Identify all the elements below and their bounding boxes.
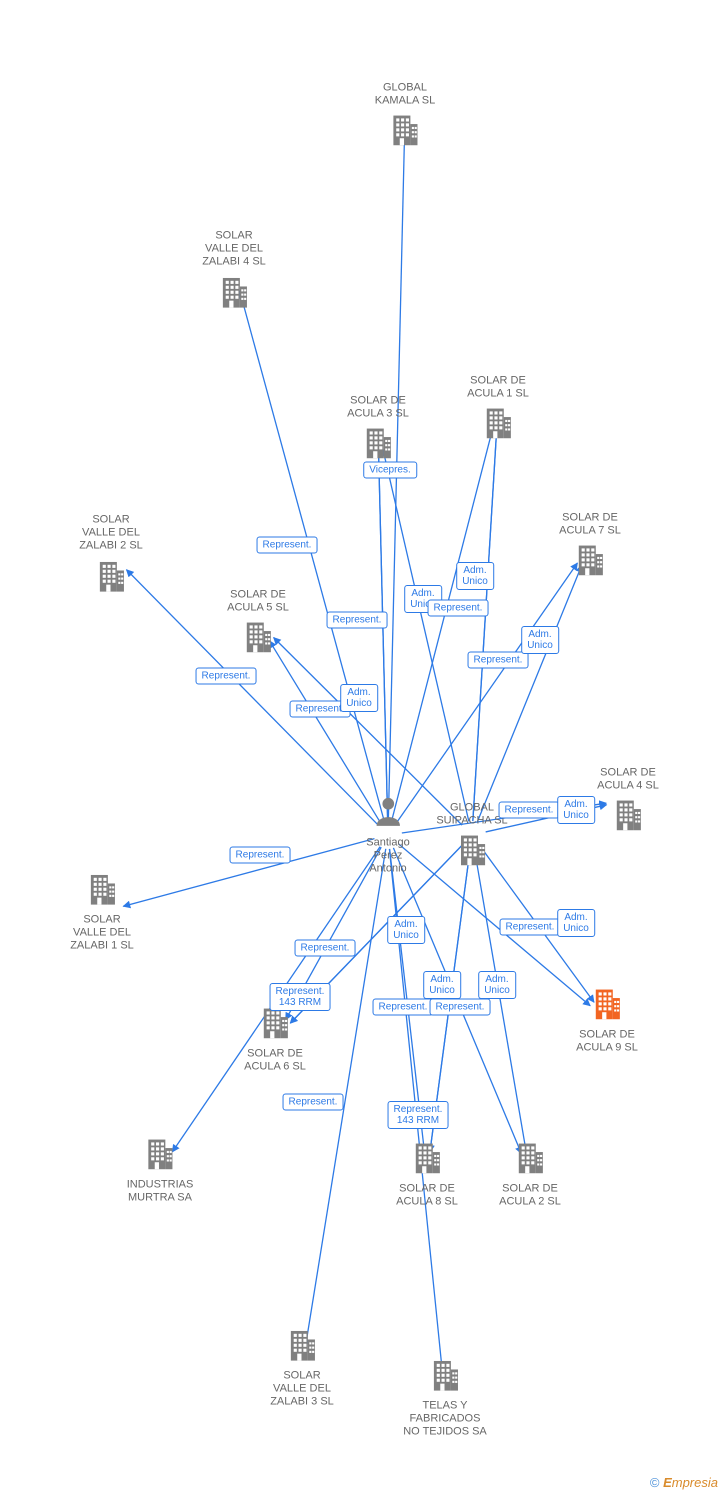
edge-label: Represent. bbox=[373, 999, 434, 1016]
edge-label: Represent. bbox=[295, 940, 356, 957]
copyright: © Empresia bbox=[650, 1475, 718, 1490]
edge-santiago-acula3 bbox=[379, 450, 388, 821]
edge-label: Represent. bbox=[257, 537, 318, 554]
copyright-brand: Empresia bbox=[663, 1475, 718, 1490]
edge-label: Represent. bbox=[196, 668, 257, 685]
edge-label: Adm.Unico bbox=[557, 909, 595, 937]
edge-label: Represent.143 RRM bbox=[388, 1101, 449, 1129]
edge-label: Adm.Unico bbox=[340, 684, 378, 712]
edge-suipacha-acula7 bbox=[477, 565, 581, 822]
edge-santiago-kamala bbox=[388, 137, 404, 821]
edge-label: Represent. bbox=[283, 1094, 344, 1111]
edge-label: Represent. bbox=[500, 919, 561, 936]
edge-label: Adm.Unico bbox=[387, 916, 425, 944]
edge-suipacha-acula1 bbox=[473, 430, 497, 821]
edge-label: Adm.Unico bbox=[456, 562, 494, 590]
edge-label: Adm.Unico bbox=[521, 626, 559, 654]
edge-label: Represent.143 RRM bbox=[270, 983, 331, 1011]
copyright-symbol: © bbox=[650, 1475, 660, 1490]
edge-label: Adm.Unico bbox=[478, 971, 516, 999]
edge-label: Vicepres. bbox=[363, 462, 417, 479]
edge-label: Represent. bbox=[468, 652, 529, 669]
edge-label: Adm.Unico bbox=[557, 796, 595, 824]
edge-label: Represent. bbox=[430, 999, 491, 1016]
edge-label: Represent. bbox=[327, 612, 388, 629]
edge-label: Represent. bbox=[428, 600, 489, 617]
edge-label: Represent. bbox=[230, 847, 291, 864]
edge-suipacha-acula5 bbox=[274, 638, 462, 826]
edge-label: Represent. bbox=[499, 802, 560, 819]
edge-label: Adm.Unico bbox=[423, 971, 461, 999]
edge-santiago-zalabi4 bbox=[240, 291, 385, 821]
network-canvas bbox=[0, 0, 728, 1500]
edge-suipacha-acula3 bbox=[383, 449, 469, 821]
edge-santiago-acula1 bbox=[391, 429, 492, 821]
